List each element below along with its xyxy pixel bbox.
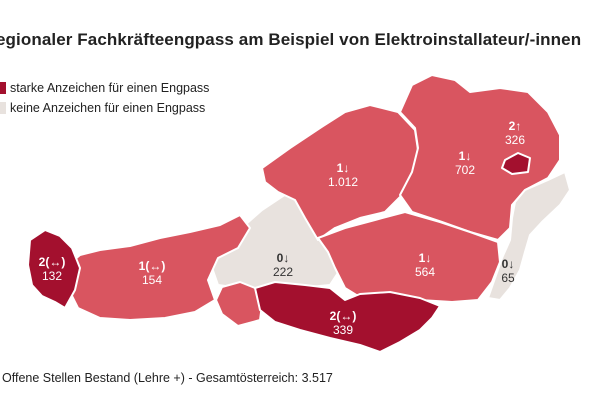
legend-swatch-none: [0, 102, 6, 114]
label-kaernten-count: 339: [333, 323, 353, 337]
region-vorarlberg[interactable]: [27, 229, 81, 309]
label-tirol-count: 154: [142, 273, 162, 287]
label-steiermark-level: 1↓: [419, 251, 432, 265]
legend: starke Anzeichen für einen Engpass keine…: [0, 78, 209, 118]
label-steiermark-count: 564: [415, 265, 435, 279]
label-burgenland-count: 65: [501, 271, 515, 285]
label-burgenland-level: 0↓: [502, 257, 515, 271]
footer-total: Offene Stellen Bestand (Lehre +) - Gesam…: [2, 371, 333, 385]
label-wien-count: 326: [505, 133, 525, 147]
label-oberoesterreich-count: 1.012: [328, 175, 358, 189]
region-wien[interactable]: [501, 152, 531, 175]
region-tirol[interactable]: [59, 214, 251, 321]
legend-swatch-strong: [0, 82, 6, 94]
legend-item-none: keine Anzeichen für einen Engpass: [0, 98, 209, 118]
label-kaernten-level: 2(↔): [330, 309, 357, 323]
map-title: egionaler Fachkräfteengpass am Beispiel …: [0, 30, 582, 49]
legend-label-strong: starke Anzeichen für einen Engpass: [10, 81, 210, 95]
label-vorarlberg-level: 2(↔): [39, 255, 66, 269]
region-steiermark[interactable]: [317, 211, 501, 303]
label-oberoesterreich-level: 1↓: [337, 161, 350, 175]
label-vorarlberg-count: 132: [42, 269, 62, 283]
region-burgenland[interactable]: [487, 171, 571, 301]
label-wien-level: 2↑: [509, 119, 522, 133]
region-kaernten[interactable]: [254, 281, 441, 353]
region-osttirol[interactable]: [215, 281, 263, 327]
legend-item-strong: starke Anzeichen für einen Engpass: [0, 78, 209, 98]
legend-label-none: keine Anzeichen für einen Engpass: [10, 101, 206, 115]
label-tirol-level: 1(↔): [139, 259, 166, 273]
label-salzburg-count: 222: [273, 265, 293, 279]
label-salzburg-level: 0↓: [277, 251, 290, 265]
label-niederoesterreich-count: 702: [455, 163, 475, 177]
label-niederoesterreich-level: 1↓: [459, 149, 472, 163]
